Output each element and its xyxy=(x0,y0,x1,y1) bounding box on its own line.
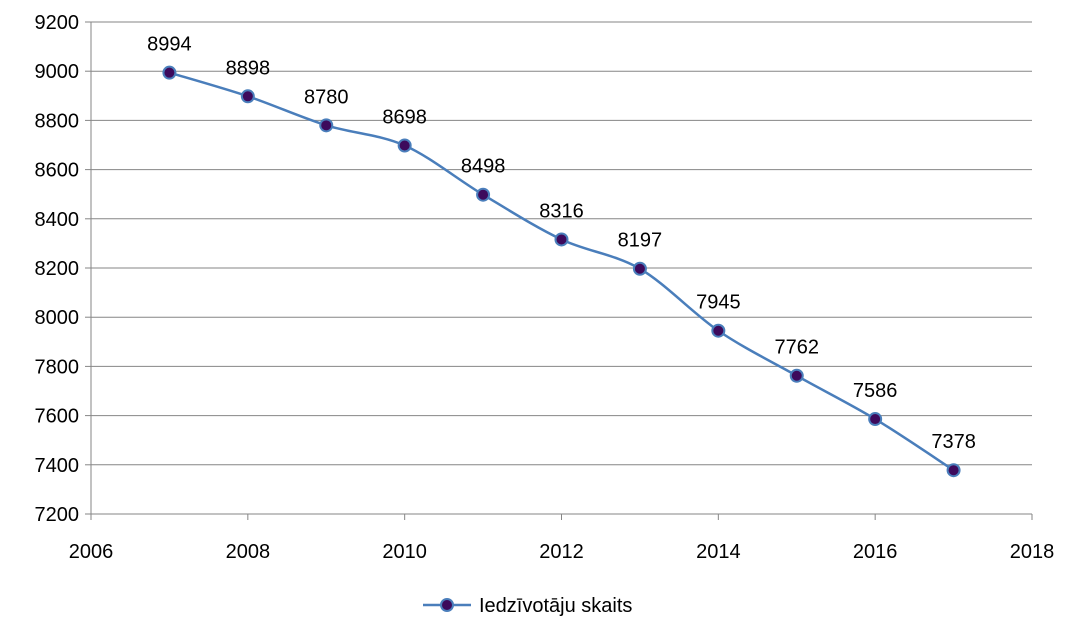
data-label: 8316 xyxy=(539,200,584,222)
x-tick-label: 2006 xyxy=(69,541,114,563)
data-label: 8994 xyxy=(147,34,192,56)
y-tick-label: 8000 xyxy=(35,307,80,329)
y-tick-label: 9000 xyxy=(35,61,80,83)
data-label: 8698 xyxy=(382,106,427,128)
data-point xyxy=(397,138,412,153)
legend-label: Iedzīvotāju skaits xyxy=(479,595,632,617)
x-tick-label: 2014 xyxy=(696,541,741,563)
data-labels: 8994 8898 8780 8698 8498 8316 8197 7945 7762 7586… xyxy=(147,34,976,454)
x-tick-label: 2012 xyxy=(539,541,584,563)
y-tick-label: 9200 xyxy=(35,12,80,34)
y-tick-label: 8200 xyxy=(35,258,80,280)
data-label: 7762 xyxy=(775,337,820,359)
data-point xyxy=(554,232,569,247)
x-tick-labels: 2006 2008 2010 2012 2014 2016 2018 xyxy=(69,541,1055,563)
data-label: 8197 xyxy=(618,230,663,252)
legend: Iedzīvotāju skaits xyxy=(423,595,632,617)
data-label: 7945 xyxy=(696,292,741,314)
y-tick-label: 7800 xyxy=(35,356,80,378)
data-point xyxy=(946,463,961,478)
data-point xyxy=(789,368,804,383)
x-tick-label: 2018 xyxy=(1010,541,1055,563)
data-label: 8898 xyxy=(226,57,271,79)
data-point xyxy=(240,89,255,104)
x-tick-label: 2016 xyxy=(853,541,898,563)
axes xyxy=(85,21,1033,520)
gridlines xyxy=(91,21,1032,466)
x-tick-label: 2008 xyxy=(226,541,271,563)
data-label: 8498 xyxy=(461,156,506,178)
data-point xyxy=(868,412,883,427)
data-label: 8780 xyxy=(304,86,349,108)
data-point xyxy=(632,261,647,276)
x-tick-label: 2010 xyxy=(382,541,427,563)
y-tick-label: 7400 xyxy=(35,455,80,477)
legend-marker xyxy=(440,598,454,612)
y-tick-labels: 7200 7400 7600 7800 8000 8200 8400 8600 8800 9000… xyxy=(35,12,80,526)
y-tick-label: 8800 xyxy=(35,110,80,132)
series-group xyxy=(162,65,961,478)
data-point xyxy=(711,323,726,338)
y-tick-label: 7600 xyxy=(35,406,80,428)
data-point xyxy=(162,65,177,80)
data-label: 7586 xyxy=(853,380,898,402)
data-label: 7378 xyxy=(931,431,976,453)
data-point xyxy=(319,118,334,133)
y-tick-label: 7200 xyxy=(35,504,80,526)
series-line xyxy=(169,71,955,472)
data-point xyxy=(476,187,491,202)
y-tick-label: 8400 xyxy=(35,209,80,231)
y-tick-label: 8600 xyxy=(35,160,80,182)
